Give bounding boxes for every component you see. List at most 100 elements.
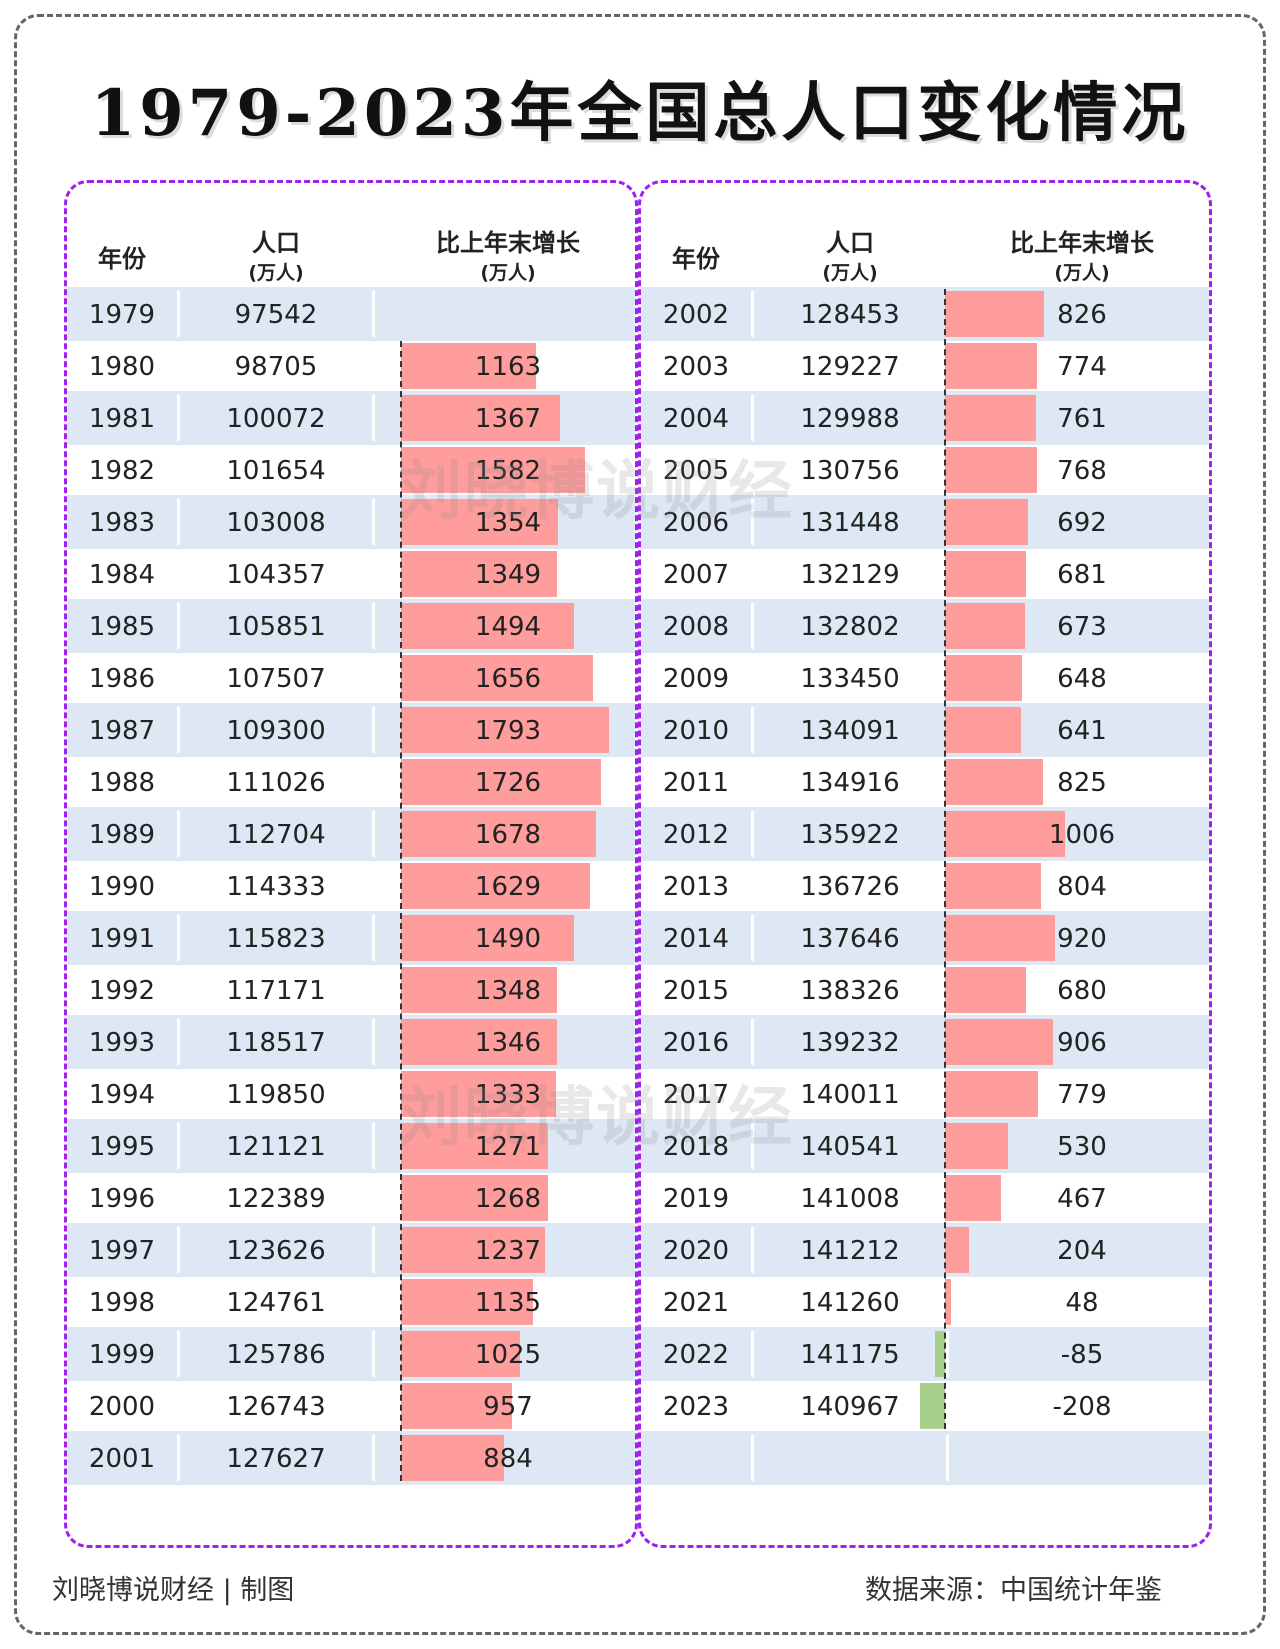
year-cell: 2007 [662,560,730,590]
column-separator [177,603,180,649]
increase-value: 204 [1057,1236,1107,1266]
header-year-label: 年份 [98,245,146,273]
year-cell: 1994 [88,1080,156,1110]
column-separator [177,395,180,441]
increase-value: 1354 [474,508,542,538]
column-separator [372,863,375,909]
increase-value: 920 [1057,924,1107,954]
header-population: 人口 (万人) [754,183,946,287]
table-row: 1979 97542 [67,287,635,341]
increase-value: 1726 [474,768,542,798]
increase-value: 648 [1057,664,1107,694]
column-separator [372,967,375,1013]
column-separator [177,759,180,805]
column-separator [177,811,180,857]
table-row [641,1431,1209,1485]
year-cell: 1999 [88,1340,156,1370]
population-cell: 132129 [800,560,900,590]
year-cell: 1988 [88,768,156,798]
column-separator [177,707,180,753]
year-cell: 1996 [88,1184,156,1214]
increase-value: 1494 [474,612,542,642]
column-separator [177,1331,180,1377]
increase-bar [945,291,1044,337]
population-cell: 126743 [226,1392,326,1422]
header-increase-unit: (万人) [480,262,536,284]
increase-value: 1268 [474,1184,542,1214]
year-cell: 2017 [662,1080,730,1110]
column-separator [177,1071,180,1117]
column-separator [177,551,180,597]
increase-bar [945,499,1028,545]
increase-bar [945,343,1038,389]
increase-value: 673 [1057,612,1107,642]
table-row: 2000 126743 957 [67,1379,635,1433]
increase-value: 641 [1057,716,1107,746]
column-separator [177,863,180,909]
population-cell: 118517 [226,1028,326,1058]
column-separator [177,1383,180,1429]
header-increase-label: 比上年末增长 [436,229,580,257]
increase-bar [401,603,575,649]
header-population-unit: (万人) [248,262,304,284]
table-row: 2007 132129 681 [641,547,1209,601]
increase-bar [401,967,558,1013]
increase-bar [945,447,1037,493]
year-cell: 2021 [662,1288,730,1318]
year-cell: 2001 [88,1444,156,1474]
table-row: 2017 140011 779 [641,1067,1209,1121]
table-row: 1984 104357 1349 [67,547,635,601]
outer-frame [14,14,1266,1635]
increase-value: 1025 [474,1340,542,1370]
column-separator [372,447,375,493]
increase-bar [401,499,559,545]
table-row: 1983 103008 1354 [67,495,635,549]
population-cell: 129988 [800,404,900,434]
column-separator [177,1435,180,1481]
header-year-label: 年份 [672,245,720,273]
table-row: 2023 140967 -208 [641,1379,1209,1433]
year-cell: 1991 [88,924,156,954]
table-row: 1994 119850 1333 [67,1067,635,1121]
table-row: 2021 141260 48 [641,1275,1209,1329]
column-separator [751,1435,754,1481]
year-cell: 1981 [88,404,156,434]
increase-value: 957 [483,1392,533,1422]
table-row: 1980 98705 1163 [67,339,635,393]
column-separator [751,447,754,493]
increase-bar [945,1019,1054,1065]
column-separator [372,915,375,961]
table-row: 1988 111026 1726 [67,755,635,809]
year-cell: 1986 [88,664,156,694]
column-separator [177,1175,180,1221]
header-population: 人口 (万人) [180,183,372,287]
column-separator [372,759,375,805]
column-separator [372,1123,375,1169]
year-cell: 1998 [88,1288,156,1318]
increase-value: 804 [1057,872,1107,902]
year-cell: 2023 [662,1392,730,1422]
increase-bar [920,1383,945,1429]
increase-bar [945,1279,951,1325]
increase-bar [401,915,574,961]
table-row: 1989 112704 1678 [67,807,635,861]
increase-value: 774 [1057,352,1107,382]
year-cell: 1989 [88,820,156,850]
increase-value: 48 [1065,1288,1099,1318]
year-cell: 1984 [88,560,156,590]
population-cell: 129227 [800,352,900,382]
increase-bar [401,1175,549,1221]
column-separator [751,291,754,337]
column-separator [751,915,754,961]
column-separator [946,1331,949,1377]
year-cell: 2000 [88,1392,156,1422]
increase-bar [401,1383,513,1429]
year-cell: 1982 [88,456,156,486]
column-separator [946,1435,949,1481]
column-separator [751,967,754,1013]
population-cell: 117171 [226,976,326,1006]
column-separator [372,655,375,701]
increase-bar [945,655,1023,701]
table-row: 1999 125786 1025 [67,1327,635,1381]
column-separator [751,395,754,441]
